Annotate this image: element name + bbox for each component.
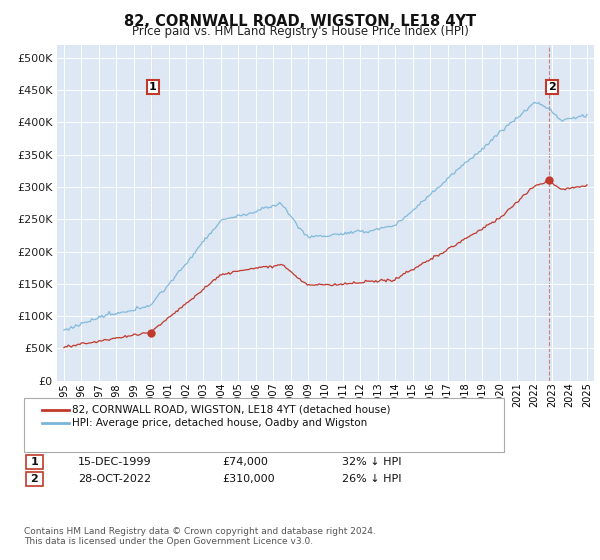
Text: 15-DEC-1999: 15-DEC-1999 [78,457,152,467]
Text: HPI: Average price, detached house, Oadby and Wigston: HPI: Average price, detached house, Oadb… [72,418,367,428]
Text: 26% ↓ HPI: 26% ↓ HPI [342,474,401,484]
Text: 82, CORNWALL ROAD, WIGSTON, LE18 4YT (detached house): 82, CORNWALL ROAD, WIGSTON, LE18 4YT (de… [72,405,391,415]
Text: 1: 1 [149,82,157,92]
Text: £74,000: £74,000 [222,457,268,467]
Text: Contains HM Land Registry data © Crown copyright and database right 2024.
This d: Contains HM Land Registry data © Crown c… [24,526,376,546]
Text: 1: 1 [31,457,38,467]
Text: 2: 2 [548,82,556,92]
Text: 28-OCT-2022: 28-OCT-2022 [78,474,151,484]
Text: 2: 2 [31,474,38,484]
Text: 82, CORNWALL ROAD, WIGSTON, LE18 4YT: 82, CORNWALL ROAD, WIGSTON, LE18 4YT [124,14,476,29]
Text: 32% ↓ HPI: 32% ↓ HPI [342,457,401,467]
Text: £310,000: £310,000 [222,474,275,484]
Text: Price paid vs. HM Land Registry's House Price Index (HPI): Price paid vs. HM Land Registry's House … [131,25,469,38]
